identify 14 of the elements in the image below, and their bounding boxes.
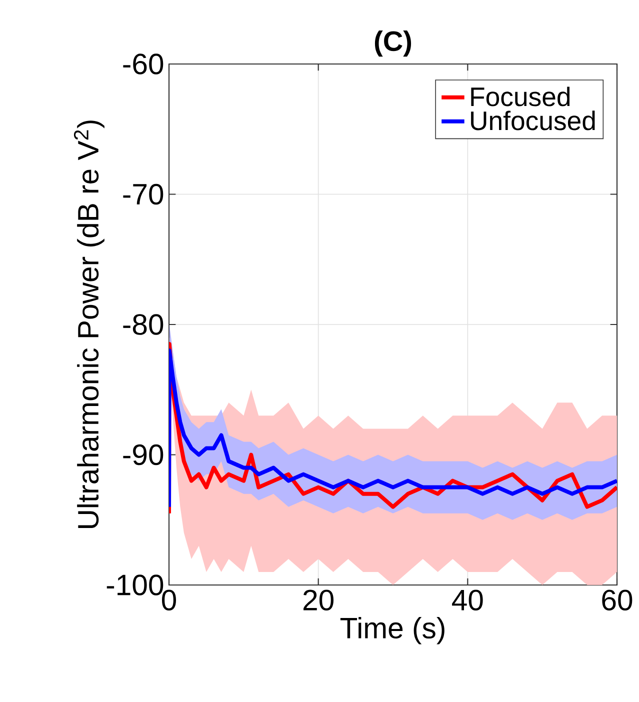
y-tick-label: -80 (123, 314, 164, 335)
y-tick-label: -100 (106, 574, 164, 596)
legend-label: Unfocused (471, 110, 595, 130)
chart-title: (C) (374, 30, 412, 57)
y-axis-title: Ultraharmonic Power (dB re V$^{2}$) (74, 120, 104, 528)
y-tick-label: -70 (123, 184, 164, 205)
x-tick-label: 0 (162, 590, 176, 610)
y-tick-label: -90 (123, 444, 164, 466)
y-tick-label: -60 (123, 54, 164, 74)
x-axis-title: Time (s) (340, 616, 444, 644)
legend-label: Focused (471, 86, 570, 106)
x-tick-label: 40 (452, 590, 483, 610)
x-tick-label: 20 (304, 590, 334, 610)
x-tick-label: 60 (602, 590, 632, 610)
